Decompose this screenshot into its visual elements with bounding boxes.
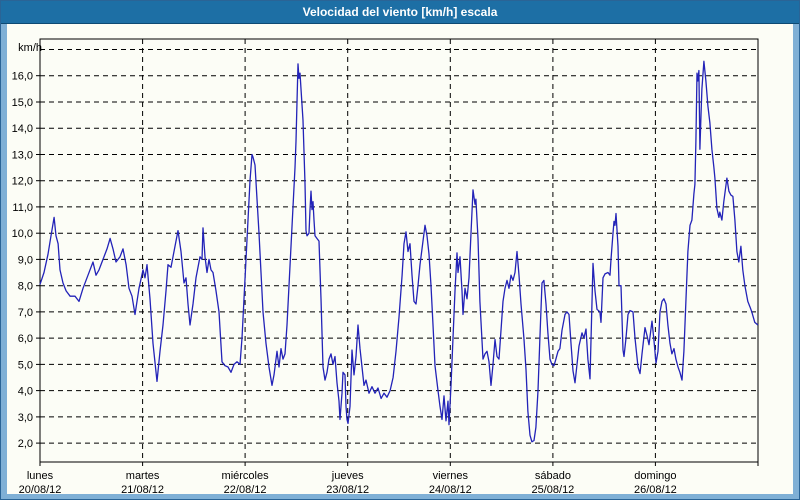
title-bar: Velocidad del viento [km/h] escala xyxy=(1,1,799,24)
chart-canvas xyxy=(7,24,793,494)
window-title: Velocidad del viento [km/h] escala xyxy=(302,5,498,19)
